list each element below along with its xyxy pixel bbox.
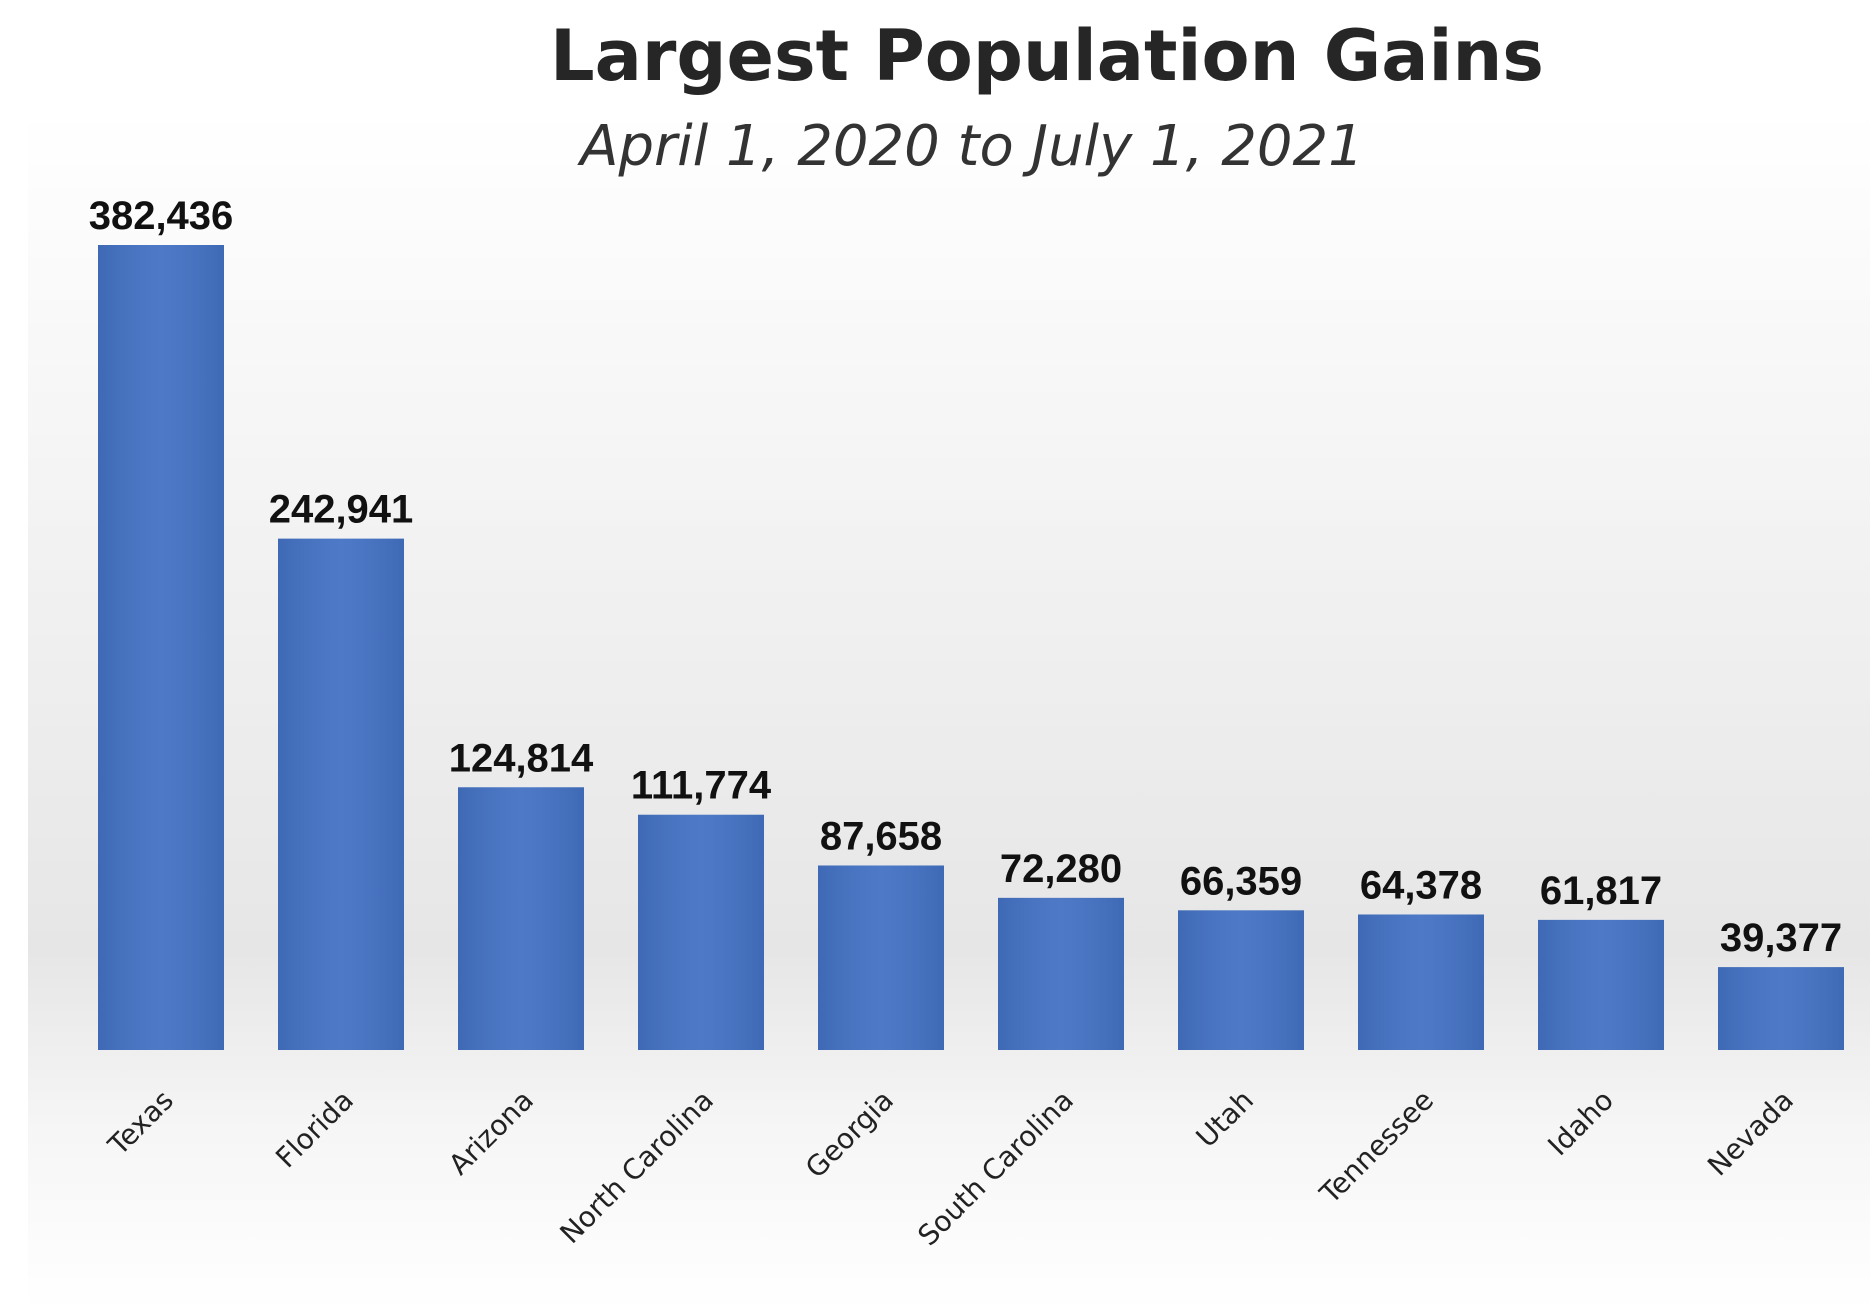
value-label: 87,658	[820, 814, 942, 858]
value-label: 72,280	[1000, 847, 1122, 891]
bar-shade	[1358, 914, 1484, 1050]
bar-shade	[998, 897, 1124, 1050]
chart-subtitle: April 1, 2020 to July 1, 2021	[577, 114, 1364, 179]
bar-shade	[638, 814, 764, 1050]
value-label: 382,436	[89, 194, 234, 238]
bar-shade	[458, 787, 584, 1050]
bar-shade	[1718, 967, 1844, 1050]
chart-title: Largest Population Gains	[550, 15, 1544, 97]
value-label: 124,814	[449, 736, 594, 780]
value-label: 64,378	[1360, 863, 1482, 907]
bar-shade	[278, 538, 404, 1050]
bar-shade	[818, 865, 944, 1050]
bar-shade	[98, 245, 224, 1050]
bar-shade	[1538, 919, 1664, 1050]
value-label: 61,817	[1540, 869, 1662, 913]
value-label: 242,941	[269, 488, 414, 532]
value-label: 111,774	[631, 764, 772, 808]
value-label: 66,359	[1180, 859, 1302, 903]
value-label: 39,377	[1720, 916, 1842, 960]
bar-shade	[1178, 910, 1304, 1050]
